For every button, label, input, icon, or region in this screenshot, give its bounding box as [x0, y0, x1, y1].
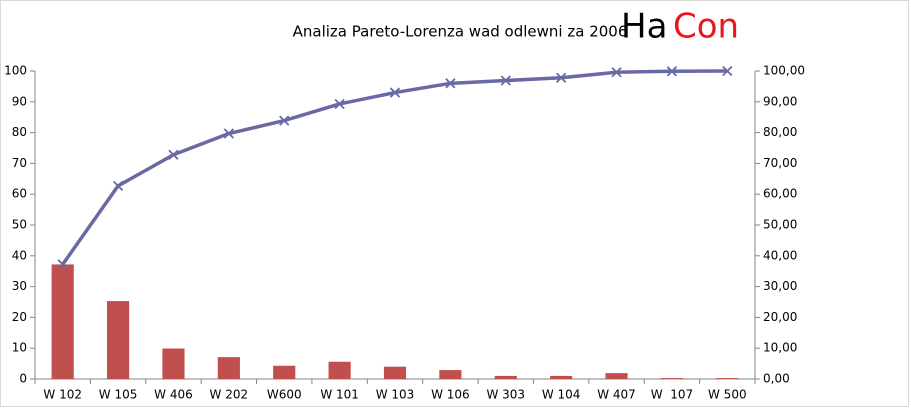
y2-tick-label: 50,00	[763, 218, 797, 232]
line-marker	[500, 75, 511, 86]
line-marker	[611, 67, 622, 78]
line-marker	[57, 259, 68, 270]
y-tick-label: 50	[12, 218, 27, 232]
y-tick-label: 80	[12, 125, 27, 139]
x-tick-label: W 202	[210, 388, 249, 402]
bar	[550, 375, 573, 379]
logo-right: Con	[673, 7, 739, 47]
y-tick-label: 70	[12, 156, 27, 170]
line-marker	[112, 180, 124, 192]
y2-tick-label: 60,00	[763, 187, 797, 201]
line-marker	[389, 87, 401, 98]
bar	[494, 375, 517, 379]
logo-left: Ha	[621, 7, 667, 47]
bar	[107, 301, 130, 379]
x-tick-label: W 104	[542, 388, 581, 402]
chart-title: Analiza Pareto-Lorenza wad odlewni za 20…	[293, 23, 628, 41]
y2-tick-label: 20,00	[763, 310, 797, 324]
y2-tick-label: 80,00	[763, 125, 797, 139]
line-marker	[666, 66, 678, 77]
x-tick-label: W 500	[708, 388, 747, 402]
x-tick-label: W 105	[99, 388, 138, 402]
line-marker	[279, 115, 290, 126]
bar	[273, 365, 296, 379]
y-tick-label: 0	[19, 372, 27, 386]
line-marker	[445, 78, 456, 89]
line-marker	[556, 72, 567, 83]
x-tick-label: W 107	[651, 388, 693, 402]
bar	[162, 348, 185, 379]
x-tick-label: W 103	[376, 388, 415, 402]
line-marker	[334, 98, 345, 110]
x-tick-label: W 101	[320, 388, 359, 402]
y2-tick-label: 30,00	[763, 279, 797, 293]
y-tick-label: 60	[12, 187, 27, 201]
line-marker	[168, 149, 179, 160]
bar	[217, 357, 240, 379]
y-tick-label: 10	[12, 341, 27, 355]
y2-tick-label: 90,00	[763, 94, 797, 108]
bar	[439, 370, 462, 379]
x-tick-label: W600	[267, 388, 302, 402]
bar	[51, 264, 74, 379]
x-tick-label: W 303	[486, 388, 525, 402]
y-tick-label: 100	[4, 64, 27, 78]
y2-tick-label: 10,00	[763, 341, 797, 355]
y-tick-label: 30	[12, 279, 27, 293]
bar	[716, 378, 739, 379]
line-marker	[223, 128, 234, 139]
bar	[383, 366, 407, 379]
y-tick-label: 20	[12, 310, 27, 324]
x-tick-label: W 406	[154, 388, 193, 402]
bar	[328, 361, 351, 379]
line-marker	[722, 65, 733, 77]
y-tick-label: 40	[12, 248, 27, 262]
y2-tick-label: 40,00	[763, 248, 797, 262]
y-tick-label: 90	[12, 94, 27, 108]
bar	[605, 373, 628, 379]
x-tick-label: W 106	[431, 388, 470, 402]
bar	[660, 378, 683, 379]
y2-tick-label: 100,00	[763, 64, 805, 78]
x-tick-label: W 407	[597, 388, 636, 402]
y2-tick-label: 0,00	[763, 372, 790, 386]
y2-tick-label: 70,00	[763, 156, 797, 170]
x-tick-label: W 102	[43, 388, 82, 402]
